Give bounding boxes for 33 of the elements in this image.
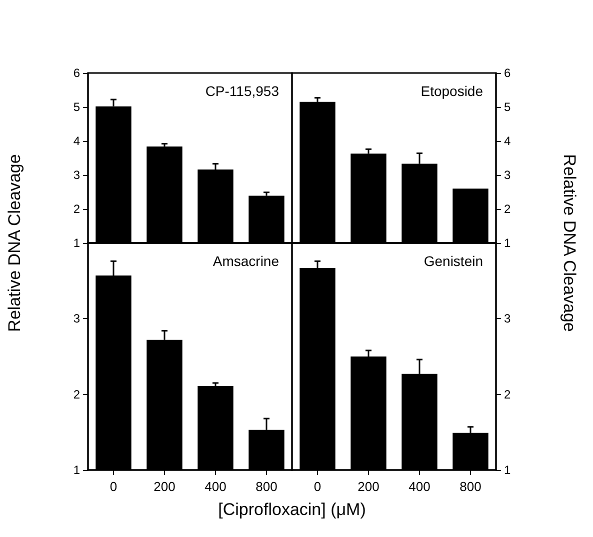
y-tick-label: 5 — [504, 100, 511, 114]
y-tick-label: 5 — [73, 100, 80, 114]
y-tick-label: 2 — [73, 387, 80, 402]
y-tick-label: 2 — [504, 387, 511, 402]
y-tick-label: 1 — [504, 463, 511, 477]
y-tick-label: 2 — [504, 202, 511, 216]
y-tick-label: 6 — [73, 66, 80, 80]
x-tick-label: 200 — [154, 479, 176, 494]
x-tick-label: 0 — [110, 479, 118, 494]
x-tick-label: 800 — [256, 479, 278, 494]
text: Amsacrine — [212, 253, 280, 269]
x-tick-label: 400 — [408, 479, 430, 494]
y-tick-label: 1 — [73, 463, 80, 477]
y-tick-label: 3 — [73, 168, 80, 182]
x-axis-title: [Ciprofloxacin] (μM) — [218, 500, 366, 520]
text: Genistein — [424, 253, 484, 269]
x-tick-label: 200 — [358, 479, 380, 494]
y-tick-label: 3 — [504, 168, 511, 182]
y-tick-label: 3 — [73, 312, 80, 326]
y-tick-label: 1 — [73, 236, 80, 250]
y-tick-label: 6 — [504, 66, 511, 80]
y-axis-title: Relative DNA Cleavage — [559, 154, 579, 332]
y-tick-label: 4 — [504, 134, 511, 148]
text: CP-115,953 — [205, 83, 280, 99]
x-tick-label: 0 — [314, 479, 322, 494]
x-tick-label: 400 — [204, 479, 226, 494]
y-tick-label: 2 — [73, 202, 80, 216]
y-tick-label: 1 — [504, 236, 511, 250]
x-tick-label: 800 — [460, 479, 482, 494]
y-tick-label: 4 — [73, 134, 80, 148]
y-tick-label: 3 — [504, 312, 511, 326]
text: Etoposide — [420, 83, 484, 99]
y-axis-title: Relative DNA Cleavage — [5, 154, 25, 332]
